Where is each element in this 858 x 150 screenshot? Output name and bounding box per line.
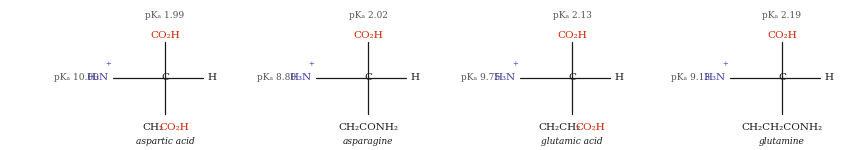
Text: pKₐ 9.13: pKₐ 9.13 — [671, 74, 710, 82]
Text: C: C — [364, 74, 372, 82]
Text: aspartic acid: aspartic acid — [136, 137, 195, 146]
Text: CO₂H: CO₂H — [150, 30, 180, 39]
Text: C: C — [568, 74, 576, 82]
Text: glutamic acid: glutamic acid — [541, 137, 603, 146]
Text: +: + — [308, 60, 314, 68]
Text: pKₐ 2.19: pKₐ 2.19 — [763, 11, 801, 20]
Text: C: C — [778, 74, 786, 82]
Text: H: H — [207, 74, 216, 82]
Text: CH₂CONH₂: CH₂CONH₂ — [338, 123, 398, 132]
Text: C: C — [161, 74, 169, 82]
Text: H: H — [824, 74, 833, 82]
Text: pKₐ 9.75: pKₐ 9.75 — [461, 74, 500, 82]
Text: asparagine: asparagine — [342, 137, 393, 146]
Text: +: + — [512, 60, 518, 68]
Text: H₃N: H₃N — [87, 74, 109, 82]
Text: pKₐ 10.00: pKₐ 10.00 — [54, 74, 99, 82]
Text: +: + — [722, 60, 728, 68]
Text: H₃N: H₃N — [494, 74, 516, 82]
Text: CH₂CH₂CONH₂: CH₂CH₂CONH₂ — [741, 123, 823, 132]
Text: H₃N: H₃N — [704, 74, 726, 82]
Text: +: + — [106, 60, 111, 68]
Text: H₃N: H₃N — [290, 74, 312, 82]
Text: CH₂: CH₂ — [142, 123, 163, 132]
Text: pKₐ 2.13: pKₐ 2.13 — [553, 11, 591, 20]
Text: pKₐ 2.02: pKₐ 2.02 — [348, 11, 388, 20]
Text: CO₂H: CO₂H — [767, 30, 797, 39]
Text: H: H — [410, 74, 419, 82]
Text: CO₂H: CO₂H — [557, 30, 587, 39]
Text: pKₐ 8.80: pKₐ 8.80 — [257, 74, 296, 82]
Text: pKₐ 1.99: pKₐ 1.99 — [146, 11, 184, 20]
Text: CO₂H: CO₂H — [353, 30, 383, 39]
Text: CO₂H: CO₂H — [576, 123, 606, 132]
Text: H: H — [614, 74, 623, 82]
Text: CO₂H: CO₂H — [160, 123, 189, 132]
Text: glutamine: glutamine — [759, 137, 805, 146]
Text: CH₂CH₂: CH₂CH₂ — [539, 123, 581, 132]
